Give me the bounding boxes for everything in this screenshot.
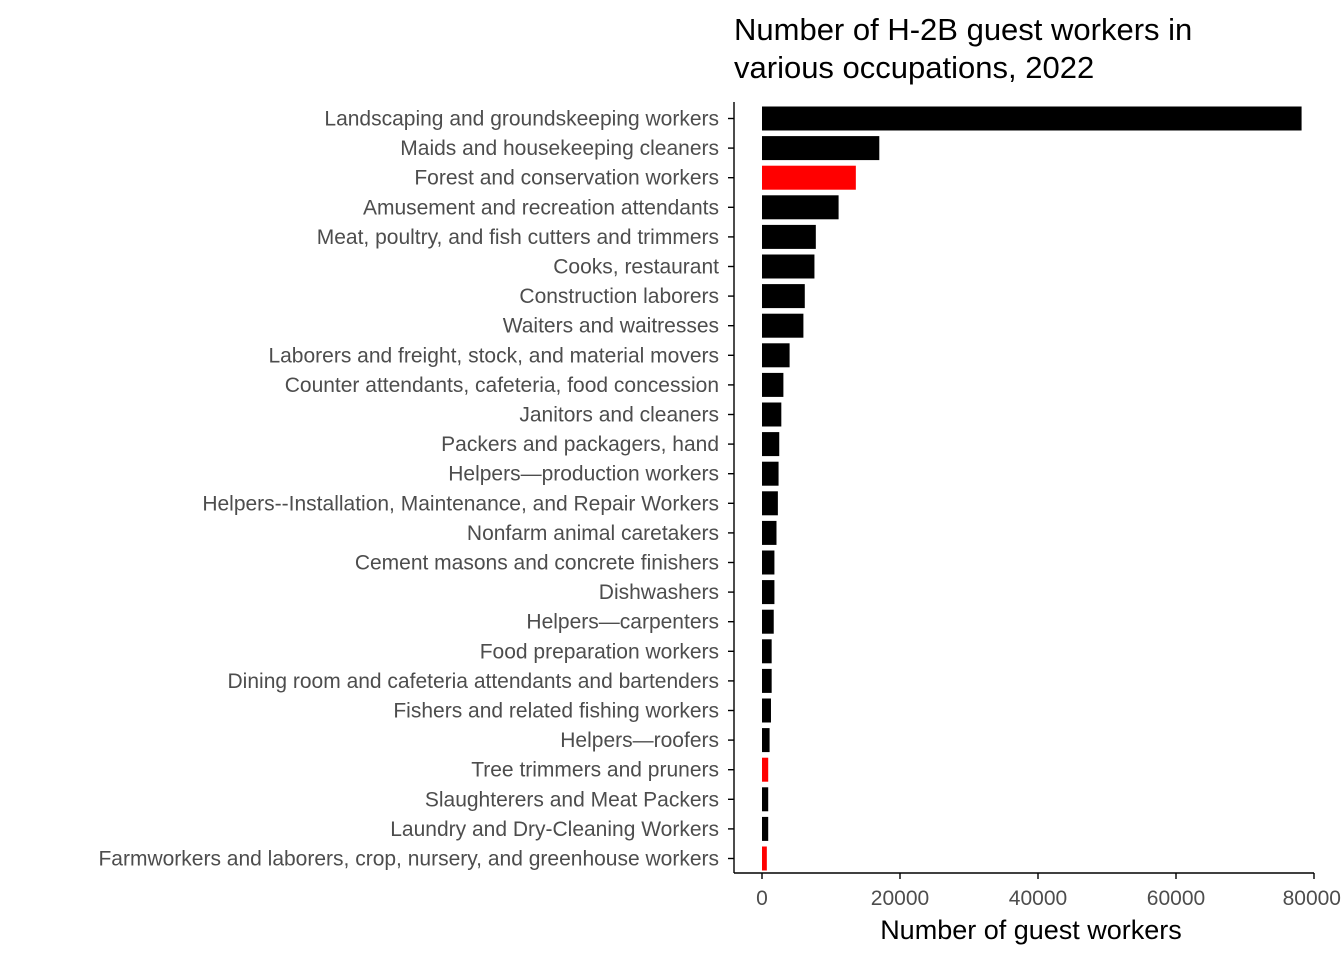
chart-title-line-2: various occupations, 2022 bbox=[734, 50, 1094, 85]
bars-group bbox=[762, 106, 1302, 871]
bar bbox=[762, 343, 790, 368]
bar bbox=[762, 136, 880, 161]
bar bbox=[762, 639, 772, 664]
bar bbox=[762, 787, 769, 812]
category-label: Landscaping and groundskeeping workers bbox=[324, 108, 719, 131]
bar bbox=[762, 728, 770, 753]
bar bbox=[762, 580, 775, 605]
category-label: Fishers and related fishing workers bbox=[393, 700, 719, 723]
x-tick-label: 0 bbox=[756, 887, 768, 910]
bar bbox=[762, 816, 769, 841]
bar bbox=[762, 254, 815, 279]
bar bbox=[762, 846, 767, 871]
x-ticks-group: 0 20000 40000 60000 80000 bbox=[756, 873, 1341, 910]
category-label: Meat, poultry, and fish cutters and trim… bbox=[317, 226, 719, 249]
category-label: Cement masons and concrete finishers bbox=[355, 552, 719, 575]
category-label: Dining room and cafeteria attendants and… bbox=[228, 670, 719, 693]
category-label: Forest and conservation workers bbox=[414, 167, 719, 190]
bar bbox=[762, 550, 775, 575]
category-label: Maids and housekeeping cleaners bbox=[400, 137, 719, 160]
category-label: Nonfarm animal caretakers bbox=[467, 522, 719, 545]
category-label: Waiters and waitresses bbox=[503, 315, 719, 338]
category-labels-group: Landscaping and groundskeeping workers Ma… bbox=[98, 108, 734, 871]
category-label: Food preparation workers bbox=[480, 640, 719, 663]
x-tick-label: 20000 bbox=[871, 887, 929, 910]
category-label: Laborers and freight, stock, and materia… bbox=[268, 344, 719, 367]
bar bbox=[762, 461, 779, 486]
x-tick-label: 80000 bbox=[1283, 887, 1341, 910]
category-label: Farmworkers and laborers, crop, nursery,… bbox=[98, 848, 719, 871]
category-label: Construction laborers bbox=[519, 285, 719, 308]
category-label: Packers and packagers, hand bbox=[441, 433, 719, 456]
bar bbox=[762, 165, 856, 190]
category-label: Tree trimmers and pruners bbox=[471, 759, 719, 782]
bar bbox=[762, 698, 771, 723]
category-label: Janitors and cleaners bbox=[519, 404, 719, 427]
category-label: Dishwashers bbox=[599, 581, 719, 604]
bar bbox=[762, 432, 780, 457]
bar bbox=[762, 195, 839, 220]
category-label: Counter attendants, cafeteria, food conc… bbox=[285, 374, 719, 397]
category-label: Cooks, restaurant bbox=[553, 256, 719, 279]
bar bbox=[762, 491, 778, 516]
bar bbox=[762, 106, 1302, 131]
bar bbox=[762, 284, 805, 309]
category-label: Helpers—carpenters bbox=[526, 611, 719, 634]
category-label: Helpers—production workers bbox=[448, 463, 719, 486]
bar bbox=[762, 224, 816, 249]
bar bbox=[762, 372, 784, 397]
bar bbox=[762, 520, 777, 545]
category-label: Laundry and Dry-Cleaning Workers bbox=[390, 818, 719, 841]
bar bbox=[762, 757, 769, 782]
x-tick-label: 60000 bbox=[1147, 887, 1205, 910]
category-label: Amusement and recreation attendants bbox=[363, 196, 719, 219]
bar bbox=[762, 668, 772, 693]
x-tick-label: 40000 bbox=[1009, 887, 1067, 910]
x-axis-title: Number of guest workers bbox=[880, 915, 1182, 945]
chart-title-line-1: Number of H-2B guest workers in bbox=[734, 12, 1192, 47]
bar bbox=[762, 402, 782, 427]
category-label: Helpers--Installation, Maintenance, and … bbox=[202, 492, 719, 515]
category-label: Slaughterers and Meat Packers bbox=[425, 788, 719, 811]
bar bbox=[762, 609, 774, 634]
bar bbox=[762, 313, 804, 338]
category-label: Helpers—roofers bbox=[560, 729, 719, 752]
